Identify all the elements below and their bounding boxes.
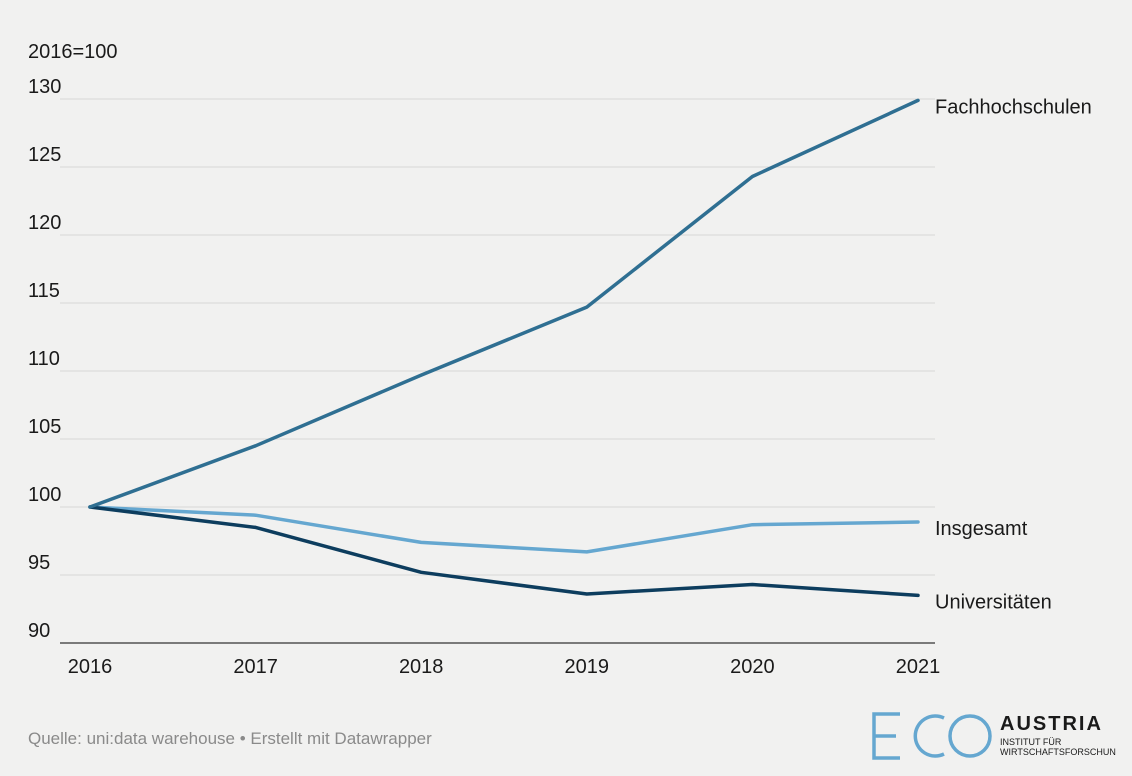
unit-label: 2016=100 bbox=[28, 41, 118, 63]
y-tick-label: 110 bbox=[28, 348, 60, 370]
logo-subtitle-1: INSTITUT FÜR bbox=[1000, 737, 1062, 747]
gridlines bbox=[60, 98, 935, 644]
logo-c-icon bbox=[913, 714, 945, 758]
series-label: Insgesamt bbox=[935, 518, 1028, 540]
series-line-insgesamt bbox=[88, 505, 920, 554]
y-tick-label: 95 bbox=[28, 552, 50, 574]
logo-e-icon bbox=[872, 712, 900, 760]
x-tick-label: 2017 bbox=[233, 656, 278, 678]
y-tick-label: 125 bbox=[28, 144, 61, 166]
series-line-universit-ten bbox=[88, 505, 920, 598]
series-line-fachhochschulen bbox=[88, 98, 920, 509]
y-tick-label: 120 bbox=[28, 212, 61, 234]
y-tick-label: 130 bbox=[28, 76, 61, 98]
y-axis-ticks: 90 95 100 105 110 115 120 125 130 bbox=[28, 76, 61, 642]
eco-austria-logo: AUSTRIA INSTITUT FÜR WIRTSCHAFTSFORSCHUN… bbox=[872, 712, 1116, 760]
logo-name: AUSTRIA bbox=[1000, 713, 1103, 735]
y-tick-label: 90 bbox=[28, 620, 50, 642]
x-tick-label: 2019 bbox=[565, 656, 610, 678]
logo-o-icon bbox=[948, 714, 992, 758]
y-tick-label: 115 bbox=[28, 280, 60, 302]
series-label: Fachhochschulen bbox=[935, 96, 1092, 118]
y-tick-label: 100 bbox=[28, 484, 61, 506]
source-note: Quelle: uni:data warehouse • Erstellt mi… bbox=[28, 729, 432, 748]
series-label: Universitäten bbox=[935, 591, 1052, 613]
x-tick-label: 2018 bbox=[399, 656, 444, 678]
y-tick-label: 105 bbox=[28, 416, 61, 438]
logo-subtitle-2: WIRTSCHAFTSFORSCHUNG bbox=[1000, 747, 1116, 757]
x-tick-label: 2016 bbox=[68, 656, 113, 678]
x-tick-label: 2021 bbox=[896, 656, 941, 678]
x-axis-ticks: 2016 2017 2018 2019 2020 2021 bbox=[68, 656, 941, 678]
series-labels: Fachhochschulen Insgesamt Universitäten bbox=[935, 96, 1092, 613]
series-lines bbox=[88, 98, 920, 598]
x-tick-label: 2020 bbox=[730, 656, 775, 678]
